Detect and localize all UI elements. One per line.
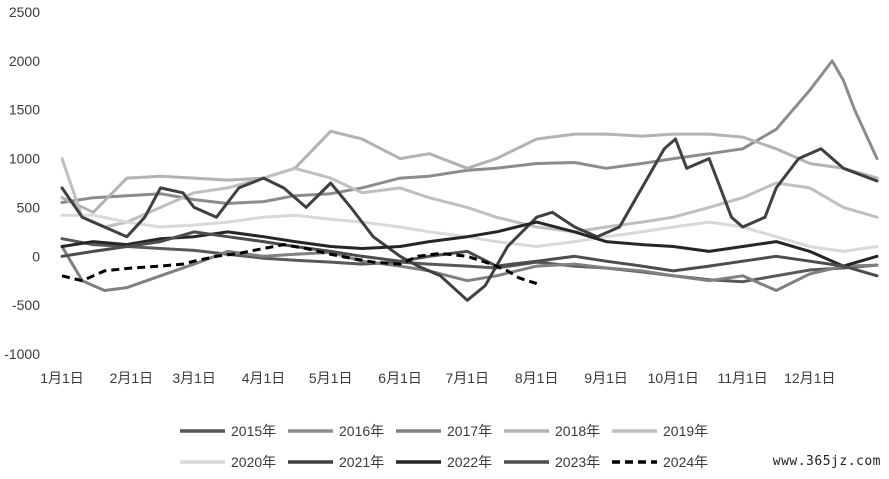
- y-tick-label: 500: [17, 199, 41, 215]
- series-line-2024年: [61, 243, 538, 286]
- x-tick-label: 6月1日: [378, 370, 422, 386]
- y-tick-label: 1500: [9, 102, 40, 118]
- legend-label: 2016年: [339, 423, 384, 439]
- x-tick-label: 7月1日: [445, 370, 489, 386]
- legend-label: 2019年: [663, 423, 708, 439]
- series-line-2019年: [60, 157, 879, 234]
- legend-label: 2020年: [231, 454, 276, 470]
- x-axis-ticks: 1月1日 2月1日 3月1日 4月1日 5月1日 6月1日 7月1日 8月1日 9月1日 10月1…: [40, 370, 835, 386]
- y-tick-label: 1000: [9, 151, 40, 167]
- series-line-2018年: [60, 129, 879, 214]
- legend-label: 2021年: [339, 454, 384, 470]
- series-line-2023年: [60, 230, 879, 278]
- legend: 2015年 2016年 2017年 2018年 2019年 2020年 2021年 2022年…: [180, 423, 708, 470]
- x-tick-label: 1月1日: [40, 370, 84, 386]
- x-tick-label: 10月1日: [648, 370, 699, 386]
- x-tick-label: 3月1日: [172, 370, 216, 386]
- x-tick-label: 4月1日: [242, 370, 286, 386]
- y-tick-label: 0: [32, 248, 40, 264]
- legend-label: 2024年: [663, 454, 708, 470]
- x-tick-label: 5月1日: [309, 370, 353, 386]
- legend-label: 2015年: [231, 423, 276, 439]
- series-lines: [60, 59, 879, 302]
- series-line-2015年: [60, 237, 879, 284]
- y-tick-label: 2000: [9, 53, 40, 69]
- series-line-2016年: [60, 59, 879, 205]
- x-tick-label: 2月1日: [110, 370, 154, 386]
- y-tick-label: 2500: [9, 4, 40, 20]
- y-tick-label: -500: [12, 297, 40, 313]
- series-line-2021年: [60, 137, 879, 302]
- legend-label: 2017年: [447, 423, 492, 439]
- x-tick-label: 9月1日: [584, 370, 628, 386]
- y-axis-ticks: -1000 -500 0 500 1000 1500 2000 2500: [4, 4, 40, 362]
- series-line-2017年: [60, 245, 879, 292]
- x-tick-label: 8月1日: [515, 370, 559, 386]
- legend-label: 2023年: [555, 454, 600, 470]
- x-tick-label: 11月1日: [717, 370, 767, 386]
- legend-label: 2022年: [447, 454, 492, 470]
- series-line-2022年: [60, 220, 879, 268]
- x-tick-label: 12月1日: [784, 370, 835, 386]
- legend-label: 2018年: [555, 423, 600, 439]
- watermark: www.365jz.com: [772, 454, 881, 469]
- y-tick-label: -1000: [4, 346, 40, 362]
